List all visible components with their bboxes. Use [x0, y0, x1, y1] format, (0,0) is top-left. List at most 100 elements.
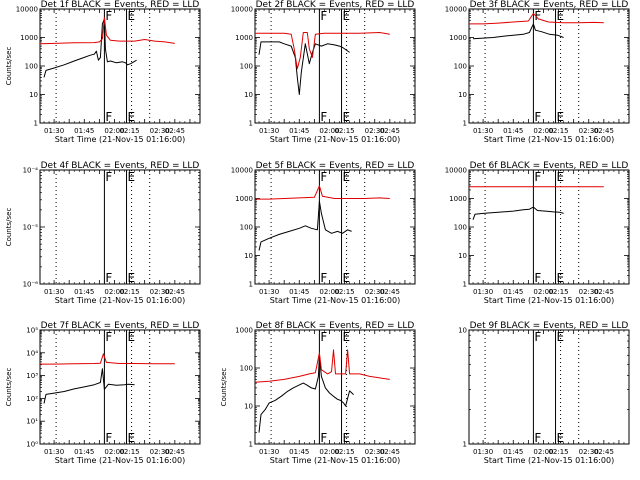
x-tick-label: 02:00: [104, 288, 124, 296]
x-tick-label: 02:00: [319, 448, 339, 456]
y-tick-label: 10: [458, 252, 467, 260]
y-tick-label: 10000: [445, 167, 467, 175]
x-tick-label: 02:30: [365, 127, 385, 135]
x-axis-label: Start Time (21-Nov-15 01:16:00): [55, 456, 185, 465]
chart-panel-5: Det 5f BLACK = Events, RED = LLD 1 10 100 10…: [231, 161, 416, 305]
x-tick-label: 02:15: [548, 288, 568, 296]
y-tick-label: 10⁻⁶: [23, 281, 39, 289]
x-tick-label: 01:45: [289, 127, 309, 135]
marker-label-top: E: [343, 170, 351, 184]
x-tick-label: 02:45: [165, 127, 185, 135]
marker-label-top: E: [128, 9, 136, 23]
x-tick-label: 02:45: [380, 288, 400, 296]
x-tick-label: 02:00: [533, 127, 553, 135]
x-tick-label: 02:15: [119, 448, 139, 456]
y-tick-label: 1: [463, 441, 467, 449]
x-tick-label: 01:45: [503, 288, 523, 296]
x-tick-label: 01:30: [473, 448, 493, 456]
chart-title: Det 2f BLACK = Events, RED = LLD: [256, 0, 415, 10]
y-tick-label: 10⁰: [26, 441, 38, 449]
y-tick-label: 10⁻⁵: [23, 224, 39, 232]
x-tick-label: 01:30: [473, 127, 493, 135]
x-tick-label: 02:45: [594, 448, 614, 456]
lld-series-line: [255, 185, 390, 200]
plot-frame: [254, 8, 416, 124]
x-tick-label: 02:45: [380, 448, 400, 456]
y-tick-label: 10⁵: [26, 327, 38, 335]
marker-label-bottom: F: [105, 110, 112, 124]
marker-label-top: F: [320, 9, 327, 23]
chart-title: Det 3f BLACK = Events, RED = LLD: [470, 0, 629, 10]
x-tick-label: 02:15: [334, 127, 354, 135]
marker-label-top: E: [128, 170, 136, 184]
x-axis-label: Start Time (21-Nov-15 01:16:00): [484, 296, 614, 305]
y-tick-label: 1: [463, 281, 467, 289]
y-tick-label: 10: [458, 327, 467, 335]
events-series-line: [43, 368, 135, 404]
x-tick-label: 01:45: [74, 448, 94, 456]
marker-label-top: F: [320, 330, 327, 344]
y-tick-label: 1000: [235, 327, 253, 335]
x-axis-label: Start Time (21-Nov-15 01:16:00): [270, 456, 400, 465]
x-axis-label: Start Time (21-Nov-15 01:16:00): [270, 296, 400, 305]
chart-panel-1: Det 1f BLACK = Events, RED = LLD 1 10 100 10…: [5, 0, 201, 144]
y-tick-label: 1000: [449, 195, 467, 203]
y-tick-label: 10²: [26, 395, 38, 403]
lld-series-line: [39, 17, 175, 45]
plot-frame: [39, 169, 201, 285]
chart-panel-7: Det 7f BLACK = Events, RED = LLD 10⁰ 10¹ 10…: [5, 321, 201, 465]
x-tick-label: 02:00: [319, 288, 339, 296]
chart-title: Det 6f BLACK = Events, RED = LLD: [470, 161, 629, 171]
chart-panel-2: Det 2f BLACK = Events, RED = LLD 1 10 100 10…: [231, 0, 416, 144]
marker-label-top: F: [320, 170, 327, 184]
x-tick-label: 02:30: [150, 448, 170, 456]
marker-label-bottom: F: [105, 431, 112, 445]
x-axis-label: Start Time (21-Nov-15 01:16:00): [55, 296, 185, 305]
marker-label-bottom: F: [534, 271, 541, 285]
y-tick-label: 1: [249, 120, 253, 128]
y-tick-label: 10: [29, 91, 38, 99]
x-tick-label: 02:30: [150, 288, 170, 296]
y-tick-label: 1: [249, 441, 253, 449]
chart-title: Det 5f BLACK = Events, RED = LLD: [256, 161, 415, 171]
y-axis-label: Counts/sec: [220, 368, 228, 407]
marker-label-top: F: [105, 170, 112, 184]
x-tick-label: 02:30: [150, 127, 170, 135]
plot-frame: [254, 169, 416, 285]
y-tick-label: 1000: [20, 34, 38, 42]
plot-frame: [254, 329, 416, 445]
plot-frame: [468, 8, 630, 124]
y-axis-label: Counts/sec: [5, 208, 13, 247]
marker-label-top: E: [557, 170, 565, 184]
x-tick-label: 02:00: [104, 127, 124, 135]
plot-frame: [468, 329, 630, 445]
y-tick-label: 100: [240, 365, 253, 373]
marker-label-top: E: [343, 330, 351, 344]
x-tick-label: 02:45: [165, 288, 185, 296]
x-tick-label: 02:15: [119, 127, 139, 135]
y-tick-label: 100: [240, 224, 253, 232]
marker-label-top: F: [534, 170, 541, 184]
lld-series-line: [255, 32, 390, 70]
events-series-line: [258, 200, 352, 251]
events-series-line: [472, 206, 564, 220]
y-tick-label: 10³: [26, 372, 38, 380]
y-tick-label: 10⁻⁴: [23, 167, 39, 175]
x-axis-label: Start Time (21-Nov-15 01:16:00): [55, 135, 185, 144]
marker-label-top: F: [534, 9, 541, 23]
y-tick-label: 10¹: [26, 418, 38, 426]
marker-label-top: E: [128, 330, 136, 344]
x-tick-label: 02:15: [334, 288, 354, 296]
x-tick-label: 02:15: [119, 288, 139, 296]
x-tick-label: 02:15: [548, 127, 568, 135]
y-tick-label: 10: [244, 252, 253, 260]
y-tick-label: 1000: [449, 34, 467, 42]
marker-label-top: F: [105, 9, 112, 23]
x-tick-label: 02:00: [533, 448, 553, 456]
y-tick-label: 100: [454, 63, 467, 71]
lld-series-line: [40, 353, 175, 365]
chart-panel-4: Det 4f BLACK = Events, RED = LLD 10⁻⁶ 10⁻⁵…: [5, 161, 201, 305]
x-tick-label: 02:45: [380, 127, 400, 135]
x-tick-label: 02:30: [365, 448, 385, 456]
